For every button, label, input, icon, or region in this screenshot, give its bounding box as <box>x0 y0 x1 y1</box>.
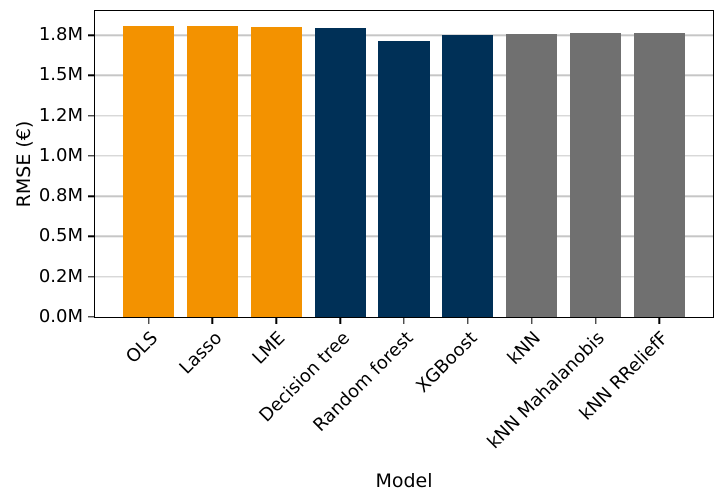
y-tick-mark <box>88 195 95 197</box>
x-tick-label: kNN <box>503 327 546 369</box>
y-tick-label: 0.2M <box>38 265 83 287</box>
x-axis-title: Model <box>375 470 433 492</box>
y-tick-mark <box>88 155 95 157</box>
x-tick-label: kNN Mahalanobis <box>483 327 609 453</box>
plot-area: 0.0M 0.2M 0.5M 0.8M 1.0M 1.2M 1.5M 1.8M OLS Lasso… <box>39 10 714 453</box>
y-tick-mark <box>88 114 95 117</box>
y-tick-label: 0.5M <box>38 225 83 247</box>
y-gridline <box>95 34 713 36</box>
x-tick-mark <box>147 317 150 324</box>
y-tick-mark <box>88 74 95 77</box>
bar-xgboost <box>442 35 494 317</box>
x-tick-mark <box>467 317 469 324</box>
y-tick-mark <box>88 316 95 318</box>
y-tick-label: 1.8M <box>38 24 83 46</box>
x-tick-label: OLS <box>122 327 163 368</box>
y-tick-label: 0.0M <box>38 306 83 327</box>
x-tick-label: XGBoost <box>411 327 482 397</box>
x-tick-mark <box>658 317 661 324</box>
y-tick-label: 1.5M <box>38 64 83 86</box>
x-tick-mark <box>530 317 533 324</box>
x-tick-mark <box>339 317 341 324</box>
bar-lme <box>250 26 302 317</box>
bar-random-forest <box>378 40 430 317</box>
bar-ols <box>123 25 175 317</box>
y-tick-mark <box>88 34 95 36</box>
y-tick-label: 1.2M <box>38 104 83 126</box>
x-tick-mark <box>275 317 278 324</box>
x-tick-label: Lasso <box>175 327 226 379</box>
y-tick-mark <box>88 276 95 278</box>
x-tick-mark <box>594 317 597 324</box>
y-tick-label: 1.0M <box>38 144 83 166</box>
y-axis-title: RMSE (€) <box>13 120 35 208</box>
bar-knn <box>506 33 558 317</box>
y-tick-mark <box>88 235 95 238</box>
bar-knn-mahalanobis <box>569 33 622 317</box>
bar-lasso <box>186 26 238 317</box>
x-tick-mark <box>211 317 214 324</box>
x-tick-label: LME <box>248 327 290 369</box>
x-tick-mark <box>403 317 405 324</box>
bar-decision-tree <box>314 27 366 317</box>
bar-knn-rrelieff <box>633 33 685 317</box>
y-tick-label: 0.8M <box>38 185 83 207</box>
